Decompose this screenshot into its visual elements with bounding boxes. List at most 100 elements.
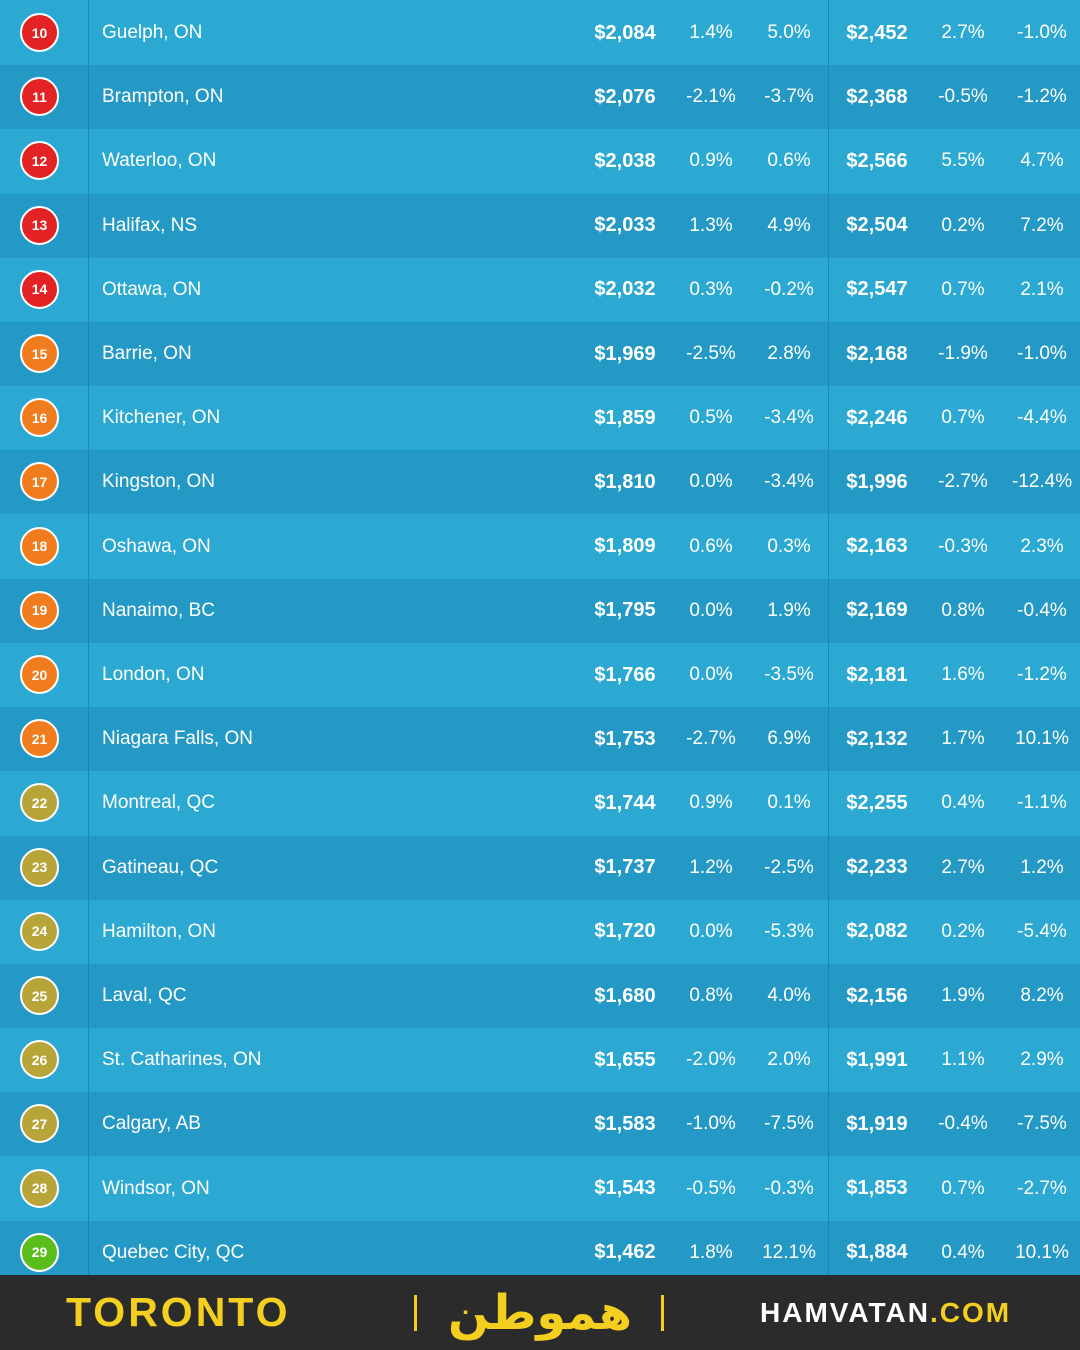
one-bed-yearly-change: -7.5% <box>764 1113 814 1135</box>
city-name: Nanaimo, BC <box>102 599 215 621</box>
two-bed-rent: $2,181 <box>846 663 908 686</box>
two-bed-monthly-change: 5.5% <box>941 150 985 172</box>
two-bed-yearly-change: 10.1% <box>1015 1241 1069 1263</box>
rank-badge: 14 <box>20 269 59 309</box>
table-row: 10 Guelph, ON $2,084 1.4% 5.0% $2,452 2.7% -1.0… <box>0 1 1080 65</box>
two-bed-yearly-change: -4.4% <box>1017 407 1067 429</box>
city-name: Laval, QC <box>102 985 187 1006</box>
city-name: Halifax, NS <box>102 214 198 236</box>
one-bed-yearly-change: 2.0% <box>767 1049 811 1071</box>
rent-table: 10 Guelph, ON $2,084 1.4% 5.0% $2,452 2.7% -1.0… <box>0 0 1080 1275</box>
city-name: Ottawa, ON <box>102 278 202 300</box>
footer-divider-right <box>661 1295 664 1331</box>
two-bed-rent: $2,452 <box>846 21 908 44</box>
city-name: Kitchener, ON <box>102 407 221 429</box>
one-bed-monthly-change: 1.8% <box>689 1241 733 1263</box>
two-bed-rent: $2,246 <box>846 406 908 429</box>
two-bed-yearly-change: -12.4% <box>1011 471 1073 493</box>
two-bed-yearly-change: 1.2% <box>1020 856 1064 878</box>
table-row: 12 Waterloo, ON $2,038 0.9% 0.6% $2,566 5.5% 4.… <box>0 129 1080 194</box>
rank-badge: 28 <box>20 1168 59 1208</box>
rank-badge: 27 <box>20 1104 59 1144</box>
toronto-wordmark: TORONTO <box>66 1289 291 1335</box>
rank-badge: 20 <box>20 655 59 694</box>
table-row: 25 Laval, QC $1,680 0.8% 4.0% $2,156 1.9% 8.2% <box>0 964 1080 1028</box>
two-bed-yearly-change: -0.4% <box>1017 599 1067 621</box>
one-bed-yearly-change: 4.9% <box>767 214 811 236</box>
rank-badge: 19 <box>20 590 59 630</box>
website-name: HAMVATAN <box>760 1296 930 1328</box>
one-bed-yearly-change: 1.9% <box>767 599 811 621</box>
two-bed-rent: $2,132 <box>846 727 908 750</box>
rank-badge: 16 <box>20 398 59 438</box>
table-row: 15 Barrie, ON $1,969 -2.5% 2.8% $2,168 -1.9% -1… <box>0 322 1080 386</box>
one-bed-yearly-change: 6.9% <box>767 728 811 750</box>
one-bed-yearly-change: -0.2% <box>764 278 814 300</box>
one-bed-rent: $2,032 <box>594 278 656 301</box>
one-bed-rent: $1,543 <box>594 1177 656 1200</box>
city-name: Niagara Falls, ON <box>102 728 253 750</box>
table-row: 16 Kitchener, ON $1,859 0.5% -3.4% $2,246 0.7%… <box>0 386 1080 451</box>
website-tld: .COM <box>929 1296 1012 1328</box>
table-row: 22 Montreal, QC $1,744 0.9% 0.1% $2,255 0.4% -1… <box>0 771 1080 836</box>
one-bed-rent: $2,033 <box>594 214 656 237</box>
two-bed-rent: $2,168 <box>846 342 908 365</box>
two-bed-monthly-change: -0.3% <box>938 535 988 557</box>
one-bed-yearly-change: 12.1% <box>762 1241 816 1263</box>
city-name: Gatineau, QC <box>102 856 219 878</box>
rank-badge: 21 <box>20 719 59 759</box>
one-bed-rent: $1,859 <box>594 406 656 429</box>
two-bed-rent: $2,163 <box>846 535 908 558</box>
one-bed-yearly-change: -2.5% <box>764 856 814 878</box>
one-bed-yearly-change: -5.3% <box>764 920 814 942</box>
two-bed-rent: $2,082 <box>846 920 908 943</box>
two-bed-yearly-change: -1.0% <box>1017 22 1067 43</box>
table-row: 23 Gatineau, QC $1,737 1.2% -2.5% $2,233 2.7% 1… <box>0 835 1080 900</box>
two-bed-rent: $1,853 <box>846 1177 908 1200</box>
website-link[interactable]: HAMVATAN .COM <box>760 1275 1011 1350</box>
one-bed-monthly-change: -2.7% <box>686 728 736 750</box>
footer-banner: TORONTO هموطن HAMVATAN .COM <box>0 1275 1080 1350</box>
one-bed-yearly-change: -3.4% <box>764 471 814 493</box>
two-bed-yearly-change: 2.9% <box>1020 1049 1064 1071</box>
two-bed-rent: $2,504 <box>846 214 908 237</box>
city-name: St. Catharines, ON <box>102 1049 262 1071</box>
city-name: Oshawa, ON <box>102 535 211 557</box>
table-row: 17 Kingston, ON $1,810 0.0% -3.4% $1,996 -2.7%… <box>0 450 1080 515</box>
table-row: 21 Niagara Falls, ON $1,753 -2.7% 6.9% $2,132… <box>0 707 1080 772</box>
city-name: Brampton, ON <box>102 86 224 108</box>
one-bed-yearly-change: 0.1% <box>767 792 811 814</box>
one-bed-yearly-change: 0.6% <box>767 150 811 172</box>
city-name: London, ON <box>102 664 205 685</box>
one-bed-rent: $1,810 <box>594 470 656 493</box>
two-bed-monthly-change: 1.7% <box>941 728 985 750</box>
two-bed-rent: $2,156 <box>846 984 908 1007</box>
one-bed-rent: $1,462 <box>594 1241 656 1264</box>
two-bed-rent: $2,566 <box>846 149 908 172</box>
one-bed-yearly-change: -0.3% <box>764 1177 814 1199</box>
one-bed-monthly-change: 1.4% <box>689 22 733 43</box>
one-bed-monthly-change: 0.9% <box>689 150 733 172</box>
two-bed-monthly-change: 0.2% <box>941 214 985 236</box>
rank-badge: 13 <box>20 205 59 245</box>
table-row: 14 Ottawa, ON $2,032 0.3% -0.2% $2,547 0.7% 2.1… <box>0 257 1080 322</box>
two-bed-rent: $1,996 <box>846 470 908 493</box>
two-bed-rent: $1,884 <box>846 1241 908 1264</box>
two-bed-yearly-change: 8.2% <box>1020 985 1064 1006</box>
city-name: Hamilton, ON <box>102 920 217 942</box>
hamvatan-logo: هموطن <box>448 1284 632 1341</box>
rank-column-divider <box>88 0 89 1275</box>
two-bed-rent: $2,368 <box>846 85 908 108</box>
table-row: 13 Halifax, NS $2,033 1.3% 4.9% $2,504 0.2% 7.2… <box>0 193 1080 258</box>
two-bed-monthly-change: 2.7% <box>941 22 985 43</box>
one-bed-monthly-change: 1.3% <box>689 214 733 236</box>
city-name: Guelph, ON <box>102 22 203 43</box>
two-bed-monthly-change: -1.9% <box>938 343 988 364</box>
one-bed-monthly-change: 0.5% <box>689 407 733 429</box>
one-bed-monthly-change: 0.6% <box>689 535 733 557</box>
table-row: 29 Quebec City, QC $1,462 1.8% 12.1% $1,884 0.… <box>0 1220 1080 1275</box>
one-bed-rent: $1,583 <box>594 1112 656 1135</box>
one-bed-rent: $1,744 <box>594 791 656 814</box>
table-row: 28 Windsor, ON $1,543 -0.5% -0.3% $1,853 0.7% -… <box>0 1156 1080 1221</box>
one-bed-rent: $2,076 <box>594 85 656 108</box>
